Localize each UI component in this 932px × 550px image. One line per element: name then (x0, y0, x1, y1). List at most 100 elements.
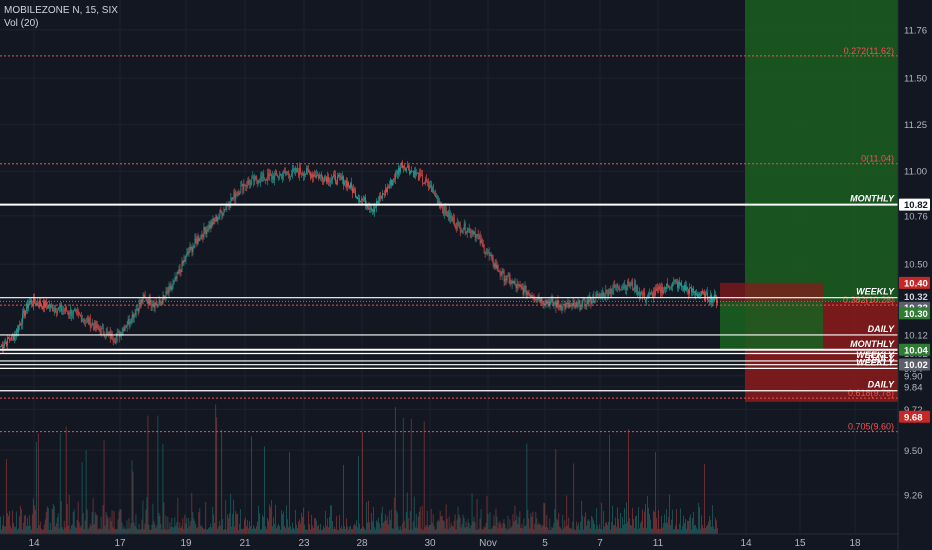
candle-body (517, 283, 519, 285)
candle-body (83, 319, 85, 322)
candle-body (672, 282, 673, 287)
candle-body (448, 211, 450, 219)
candle-body (158, 300, 160, 305)
x-axis-label: 11 (653, 538, 664, 549)
volume-bar (234, 526, 236, 534)
candle-body (706, 292, 707, 294)
candle-body (671, 286, 672, 289)
volume-bar (577, 525, 579, 534)
fib-label: 0.382(10.28) (843, 295, 894, 305)
volume-bar (12, 522, 14, 534)
candle-body (451, 217, 453, 221)
volume-bar (329, 516, 330, 534)
volume-bar (151, 524, 153, 534)
volume-bar (556, 518, 558, 534)
volume-bar (523, 518, 525, 534)
volume-bar (278, 523, 279, 534)
candle-body (422, 182, 424, 184)
volume-bar (18, 516, 20, 534)
candle-body (271, 175, 273, 179)
candle-body (139, 302, 141, 305)
volume-bar (678, 529, 679, 534)
volume-bar (224, 528, 226, 534)
volume-bar (298, 521, 299, 534)
candle-body (183, 259, 185, 264)
candle-body (4, 343, 5, 347)
volume-bar (47, 507, 49, 534)
candle-body (414, 170, 416, 175)
volume-bar (133, 522, 135, 534)
volume-bar (249, 521, 251, 534)
volume-bar (205, 501, 207, 534)
volume-bar (454, 514, 456, 534)
level-label: MONTHLY (850, 194, 895, 204)
candle-body (98, 328, 100, 331)
candle-body (76, 310, 78, 312)
volume-bar (300, 523, 301, 534)
volume-bar (230, 493, 232, 534)
volume-bar (629, 518, 630, 534)
volume-bar (39, 521, 41, 534)
candle-body (633, 288, 635, 291)
candle-body (127, 319, 129, 326)
candle-body (626, 287, 628, 291)
candle-body (65, 307, 67, 312)
volume-bar (191, 492, 193, 534)
volume-bar (187, 527, 189, 534)
volume-bar (242, 529, 244, 534)
volume-bar (595, 529, 597, 534)
price-tick-label: 11.76 (904, 25, 927, 36)
candle-body (598, 293, 600, 297)
volume-bar (685, 518, 686, 534)
volume-bar (703, 528, 704, 534)
candle-body (673, 281, 674, 283)
volume-bar (45, 511, 47, 534)
candle-body (711, 295, 712, 303)
candle-body (367, 204, 368, 208)
volume-bar (245, 517, 247, 534)
level-label: WEEKLY (856, 357, 895, 367)
candle-body (510, 283, 512, 285)
candle-body (674, 280, 675, 282)
volume-bar (189, 526, 191, 534)
volume-bar (112, 527, 114, 534)
candle-body (363, 199, 364, 201)
candle-body (276, 171, 278, 175)
volume-bar (663, 523, 664, 534)
volume-bar (630, 524, 631, 534)
candle-body (693, 288, 694, 293)
volume-bar (530, 513, 532, 534)
candle-body (293, 168, 295, 170)
volume-bar (126, 520, 128, 534)
volume-bar (459, 517, 461, 534)
candle-body (249, 182, 251, 185)
candle-body (145, 297, 147, 301)
candle-body (258, 181, 260, 183)
candle-body (501, 271, 503, 276)
candle-body (30, 300, 31, 302)
volume-bar (544, 503, 546, 534)
candle-body (237, 192, 239, 196)
candle-body (617, 284, 619, 288)
volume-bar (569, 527, 571, 534)
volume-bar (229, 513, 231, 534)
volume-bar (591, 515, 593, 534)
volume-bar (446, 518, 448, 534)
candle-body (414, 170, 415, 178)
volume-bar (598, 528, 600, 534)
candle-body (117, 331, 119, 334)
volume-bar (59, 433, 61, 534)
candle-body (461, 230, 463, 232)
candle-body (387, 187, 388, 192)
candle-body (79, 314, 81, 317)
volume-bar (644, 511, 645, 534)
volume-bar (470, 525, 472, 534)
candle-body (692, 288, 693, 293)
volume-bar (605, 522, 607, 534)
candle-body (675, 280, 676, 282)
volume-bar (371, 521, 373, 534)
candle-body (225, 207, 227, 210)
candle-body (22, 313, 23, 324)
volume-bar (114, 529, 116, 534)
